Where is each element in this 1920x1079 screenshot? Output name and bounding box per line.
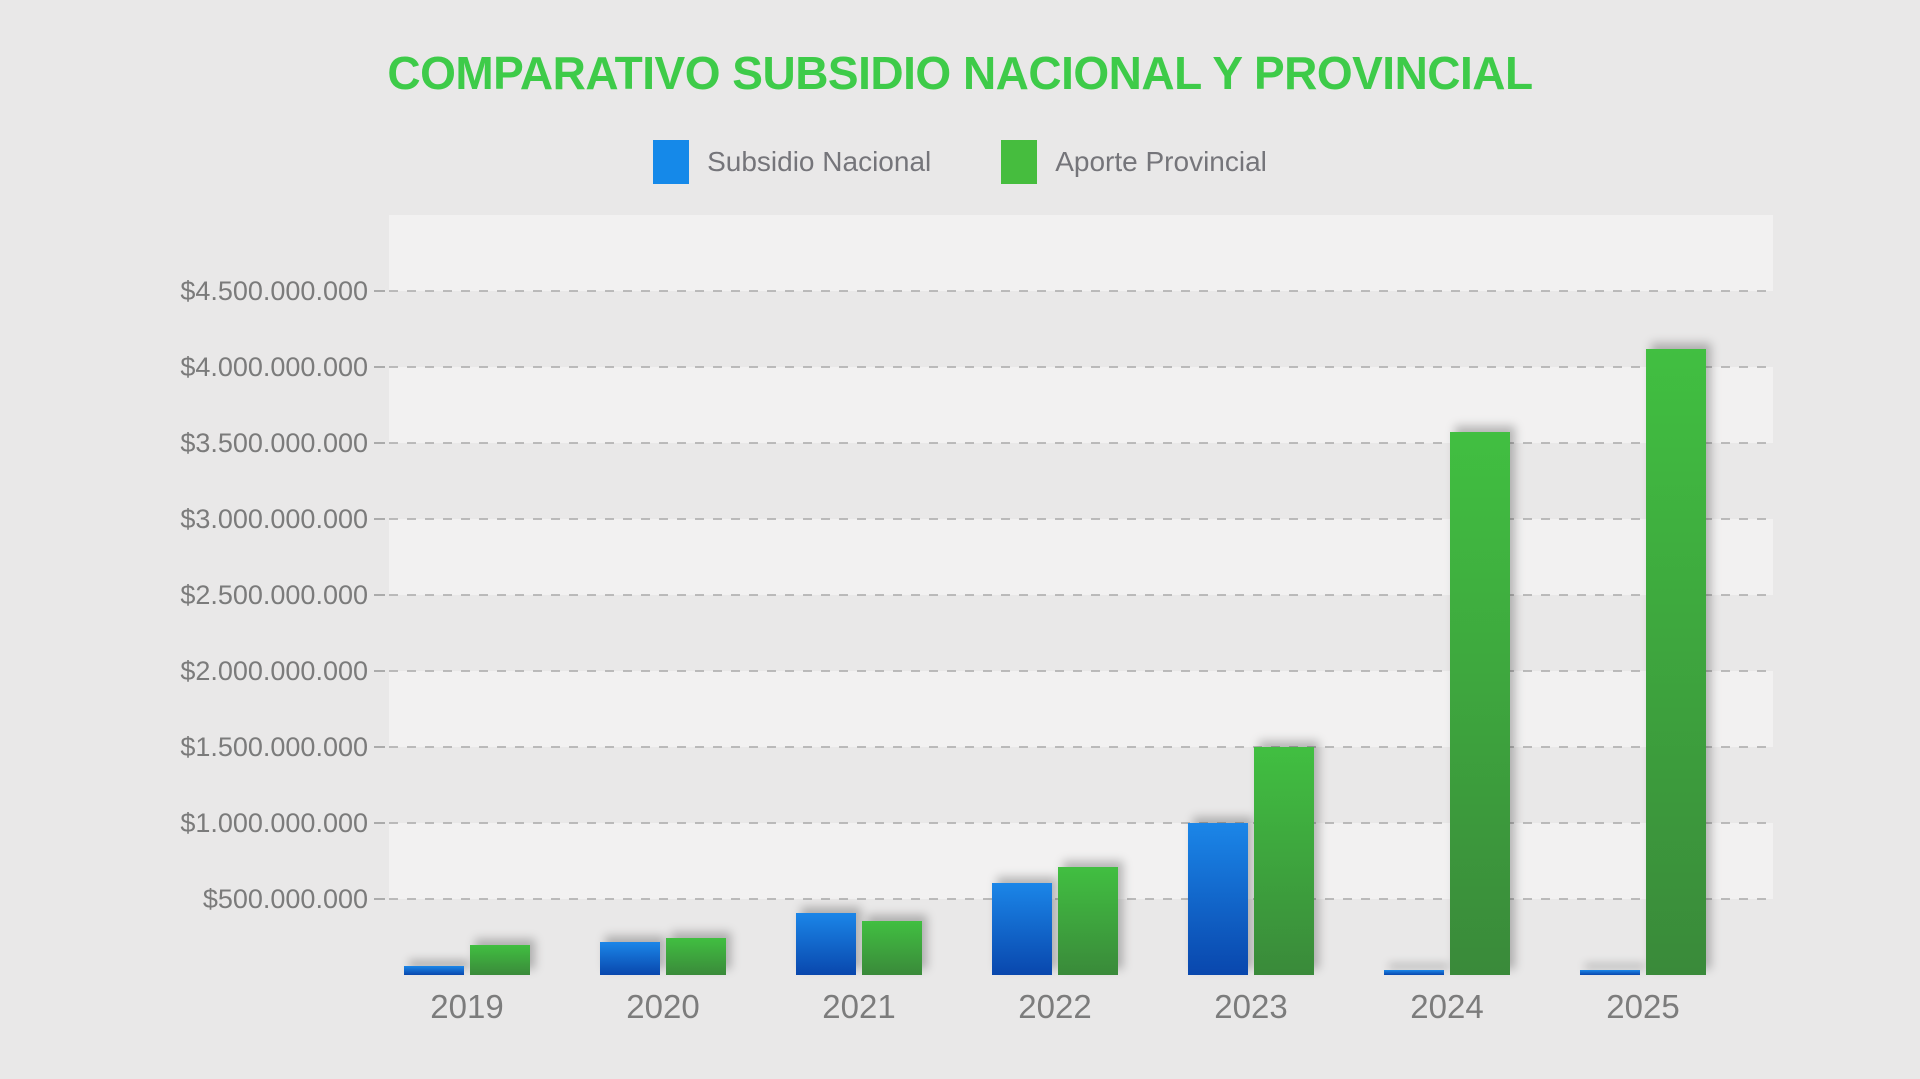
plot-band xyxy=(389,747,1773,823)
y-axis-tick xyxy=(374,366,385,368)
gridline xyxy=(389,518,1773,520)
y-axis-tick xyxy=(374,746,385,748)
x-axis-label-2019: 2019 xyxy=(430,988,504,1025)
y-axis-tick xyxy=(374,898,385,900)
x-axis-label-2025: 2025 xyxy=(1606,988,1680,1025)
x-axis-label-2021: 2021 xyxy=(822,988,896,1025)
y-axis-label: $4.500.000.000 xyxy=(180,276,368,306)
bar-group-2025 xyxy=(1545,215,1741,975)
gridline xyxy=(389,822,1773,824)
legend-item-aporte-provincial: Aporte Provincial xyxy=(1001,140,1267,184)
bar-2025-aporte-provincial xyxy=(1646,349,1706,975)
bar-group-2024 xyxy=(1349,215,1545,975)
plot-band xyxy=(389,443,1773,519)
bar-group-2021 xyxy=(761,215,957,975)
plot-band xyxy=(389,215,1773,291)
bar-2021-aporte-provincial xyxy=(862,921,922,975)
chart-legend: Subsidio Nacional Aporte Provincial xyxy=(0,140,1920,184)
bar-2024-subsidio-nacional xyxy=(1384,970,1444,975)
bar-2019-aporte-provincial xyxy=(470,945,530,975)
bar-2023-subsidio-nacional xyxy=(1188,823,1248,975)
bar-group-2023 xyxy=(1153,215,1349,975)
plot-band xyxy=(389,671,1773,747)
legend-label: Aporte Provincial xyxy=(1055,146,1267,177)
plot-band xyxy=(389,519,1773,595)
y-axis-label: $2.000.000.000 xyxy=(180,656,368,686)
gridline xyxy=(389,290,1773,292)
x-axis-label-2022: 2022 xyxy=(1018,988,1092,1025)
y-axis-tick xyxy=(374,594,385,596)
bar-2023-aporte-provincial xyxy=(1254,747,1314,975)
y-axis-tick xyxy=(374,442,385,444)
bar-2021-subsidio-nacional xyxy=(796,913,856,975)
plot-band xyxy=(389,367,1773,443)
legend-item-subsidio-nacional: Subsidio Nacional xyxy=(653,140,931,184)
legend-swatch-green-icon xyxy=(1001,140,1038,184)
gridline xyxy=(389,670,1773,672)
y-axis-tick xyxy=(374,822,385,824)
legend-label: Subsidio Nacional xyxy=(707,146,932,177)
bar-2022-aporte-provincial xyxy=(1058,867,1118,975)
bar-2020-subsidio-nacional xyxy=(600,942,660,975)
bar-2019-subsidio-nacional xyxy=(404,966,464,975)
y-axis-label: $3.500.000.000 xyxy=(180,428,368,458)
y-axis-label: $500.000.000 xyxy=(202,884,368,914)
y-axis-label: $3.000.000.000 xyxy=(180,504,368,534)
x-axis-label-2024: 2024 xyxy=(1410,988,1484,1025)
bar-2025-subsidio-nacional xyxy=(1580,970,1640,975)
y-axis-label: $4.000.000.000 xyxy=(180,352,368,382)
gridline xyxy=(389,366,1773,368)
bar-2020-aporte-provincial xyxy=(666,938,726,975)
gridline xyxy=(389,594,1773,596)
y-axis-label: $1.500.000.000 xyxy=(180,732,368,762)
x-axis-label-2020: 2020 xyxy=(626,988,700,1025)
y-axis-tick xyxy=(374,290,385,292)
bar-2024-aporte-provincial xyxy=(1450,432,1510,975)
bar-2022-subsidio-nacional xyxy=(992,883,1052,975)
y-axis-tick xyxy=(374,518,385,520)
legend-swatch-blue-icon xyxy=(653,140,690,184)
plot-band xyxy=(389,291,1773,367)
gridline xyxy=(389,442,1773,444)
y-axis-label: $1.000.000.000 xyxy=(180,808,368,838)
bar-group-2019 xyxy=(369,215,565,975)
x-axis-label-2023: 2023 xyxy=(1214,988,1288,1025)
chart-title: COMPARATIVO SUBSIDIO NACIONAL Y PROVINCI… xyxy=(387,47,1533,99)
y-axis-tick xyxy=(374,670,385,672)
plot-band xyxy=(389,595,1773,671)
bar-group-2020 xyxy=(565,215,761,975)
bar-group-2022 xyxy=(957,215,1153,975)
y-axis-label: $2.500.000.000 xyxy=(180,580,368,610)
gridline xyxy=(389,746,1773,748)
